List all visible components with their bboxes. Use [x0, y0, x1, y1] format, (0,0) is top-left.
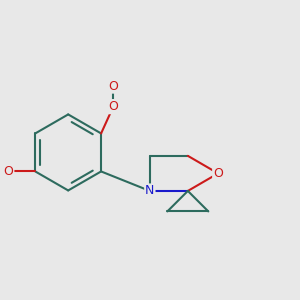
Text: O: O — [108, 100, 118, 113]
Text: O: O — [108, 100, 118, 113]
Text: O: O — [108, 80, 118, 93]
Text: N: N — [145, 184, 154, 197]
Text: O: O — [4, 165, 14, 178]
Text: O: O — [213, 167, 223, 180]
